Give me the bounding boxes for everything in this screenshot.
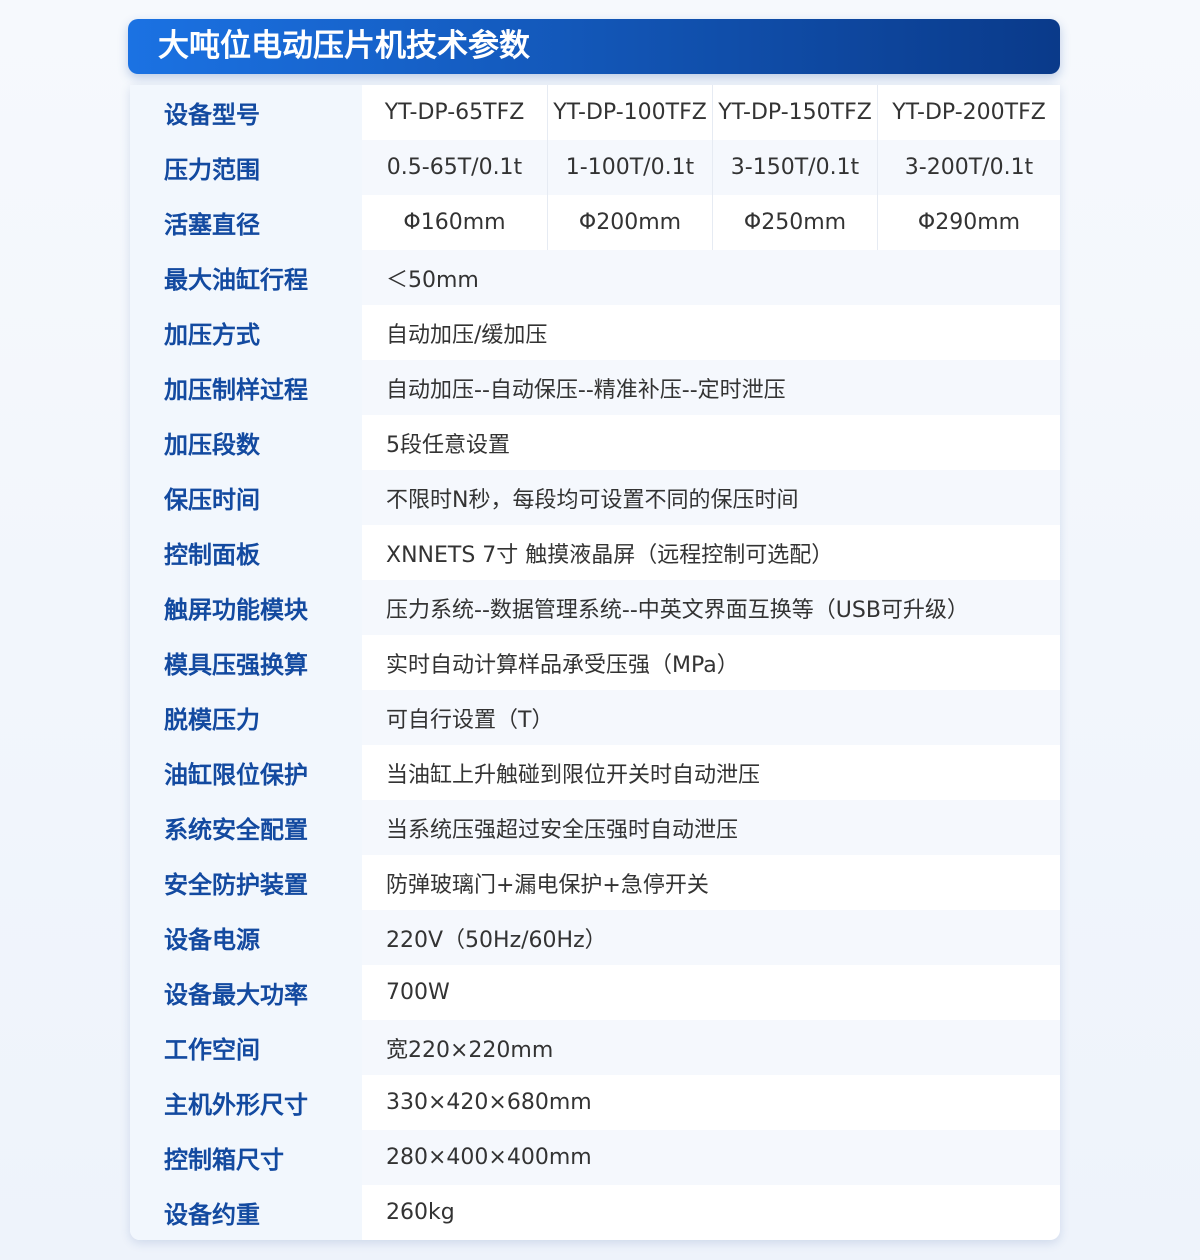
row-label: 控制箱尺寸: [130, 1130, 362, 1185]
table-row: 加压制样过程 自动加压--自动保压--精准补压--定时泄压: [130, 360, 1060, 415]
row-label: 触屏功能模块: [130, 580, 362, 635]
row-value: 0.5-65T/0.1t: [386, 155, 523, 180]
table-row: 加压段数 5段任意设置: [130, 415, 1060, 470]
table-row: 保压时间 不限时N秒，每段均可设置不同的保压时间: [130, 470, 1060, 525]
table-row: 设备最大功率 700W: [130, 965, 1060, 1020]
table-row: 压力范围 0.5-65T/0.1t 1-100T/0.1t 3-150T/0.1t 3-…: [130, 140, 1060, 195]
table-row: 加压方式 自动加压/缓加压: [130, 305, 1060, 360]
table-row: 脱模压力 可自行设置（T）: [130, 690, 1060, 745]
row-value: YT-DP-150TFZ: [712, 85, 877, 140]
table-row: 设备约重 260kg: [130, 1185, 1060, 1240]
table-row: 油缸限位保护 当油缸上升触碰到限位开关时自动泄压: [130, 745, 1060, 800]
row-value: Φ160mm: [403, 210, 506, 235]
table-row: 控制面板 XNNETS 7寸 触摸液晶屏（远程控制可选配）: [130, 525, 1060, 580]
table-row: 最大油缸行程 ＜50mm: [130, 250, 1060, 305]
row-label: 最大油缸行程: [130, 250, 362, 305]
row-label: 设备约重: [130, 1185, 362, 1240]
row-label: 油缸限位保护: [130, 745, 362, 800]
row-value: ＜50mm: [386, 267, 479, 293]
row-value: 3-150T/0.1t: [712, 140, 877, 195]
row-label: 加压段数: [130, 415, 362, 470]
row-value: 宽220×220mm: [386, 1037, 554, 1063]
row-value: 自动加压--自动保压--精准补压--定时泄压: [386, 377, 786, 403]
row-value: 实时自动计算样品承受压强（MPa）: [386, 652, 739, 678]
row-label: 加压制样过程: [130, 360, 362, 415]
table-row: 系统安全配置 当系统压强超过安全压强时自动泄压: [130, 800, 1060, 855]
row-value: 压力系统--数据管理系统--中英文界面互换等（USB可升级）: [386, 597, 969, 623]
table-row: 控制箱尺寸 280×400×400mm: [130, 1130, 1060, 1185]
row-value: 220V（50Hz/60Hz）: [386, 927, 607, 953]
row-label: 保压时间: [130, 470, 362, 525]
row-value: 5段任意设置: [386, 432, 510, 458]
table-row: 主机外形尺寸 330×420×680mm: [130, 1075, 1060, 1130]
table-row: 设备电源 220V（50Hz/60Hz）: [130, 910, 1060, 965]
table-row: 活塞直径 Φ160mm Φ200mm Φ250mm Φ290mm: [130, 195, 1060, 250]
row-value: 可自行设置（T）: [386, 707, 554, 733]
row-value: 自动加压/缓加压: [386, 322, 548, 348]
row-label: 系统安全配置: [130, 800, 362, 855]
row-value: 3-200T/0.1t: [877, 140, 1060, 195]
page-title: 大吨位电动压片机技术参数: [128, 19, 1060, 74]
row-value: Φ250mm: [712, 195, 877, 250]
row-label: 安全防护装置: [130, 855, 362, 910]
table-row: 模具压强换算 实时自动计算样品承受压强（MPa）: [130, 635, 1060, 690]
row-value: 330×420×680mm: [386, 1090, 592, 1115]
row-value: 防弹玻璃门+漏电保护+急停开关: [386, 872, 709, 898]
row-value: Φ290mm: [877, 195, 1060, 250]
row-value: YT-DP-65TFZ: [384, 100, 525, 125]
row-label: 设备最大功率: [130, 965, 362, 1020]
table-row: 触屏功能模块 压力系统--数据管理系统--中英文界面互换等（USB可升级）: [130, 580, 1060, 635]
row-label: 工作空间: [130, 1020, 362, 1075]
table-row: 设备型号 YT-DP-65TFZ YT-DP-100TFZ YT-DP-150TFZ Y…: [130, 85, 1060, 140]
row-value: 不限时N秒，每段均可设置不同的保压时间: [386, 487, 799, 513]
row-value: 当系统压强超过安全压强时自动泄压: [386, 817, 739, 843]
spec-table: 设备型号 YT-DP-65TFZ YT-DP-100TFZ YT-DP-150TFZ Y…: [130, 85, 1060, 1240]
row-value: 280×400×400mm: [386, 1145, 592, 1170]
row-label: 模具压强换算: [130, 635, 362, 690]
row-value: YT-DP-100TFZ: [547, 85, 712, 140]
row-value: 700W: [386, 980, 450, 1005]
row-label: 控制面板: [130, 525, 362, 580]
row-label: 主机外形尺寸: [130, 1075, 362, 1130]
row-value: XNNETS 7寸 触摸液晶屏（远程控制可选配）: [386, 542, 834, 568]
row-label: 设备电源: [130, 910, 362, 965]
row-label: 设备型号: [130, 85, 362, 140]
table-row: 工作空间 宽220×220mm: [130, 1020, 1060, 1075]
row-value: 1-100T/0.1t: [547, 140, 712, 195]
row-label: 加压方式: [130, 305, 362, 360]
row-value: YT-DP-200TFZ: [877, 85, 1060, 140]
row-label: 压力范围: [130, 140, 362, 195]
row-label: 脱模压力: [130, 690, 362, 745]
table-row: 安全防护装置 防弹玻璃门+漏电保护+急停开关: [130, 855, 1060, 910]
row-value: Φ200mm: [547, 195, 712, 250]
row-label: 活塞直径: [130, 195, 362, 250]
row-value: 260kg: [386, 1200, 455, 1225]
row-value: 当油缸上升触碰到限位开关时自动泄压: [386, 762, 761, 788]
